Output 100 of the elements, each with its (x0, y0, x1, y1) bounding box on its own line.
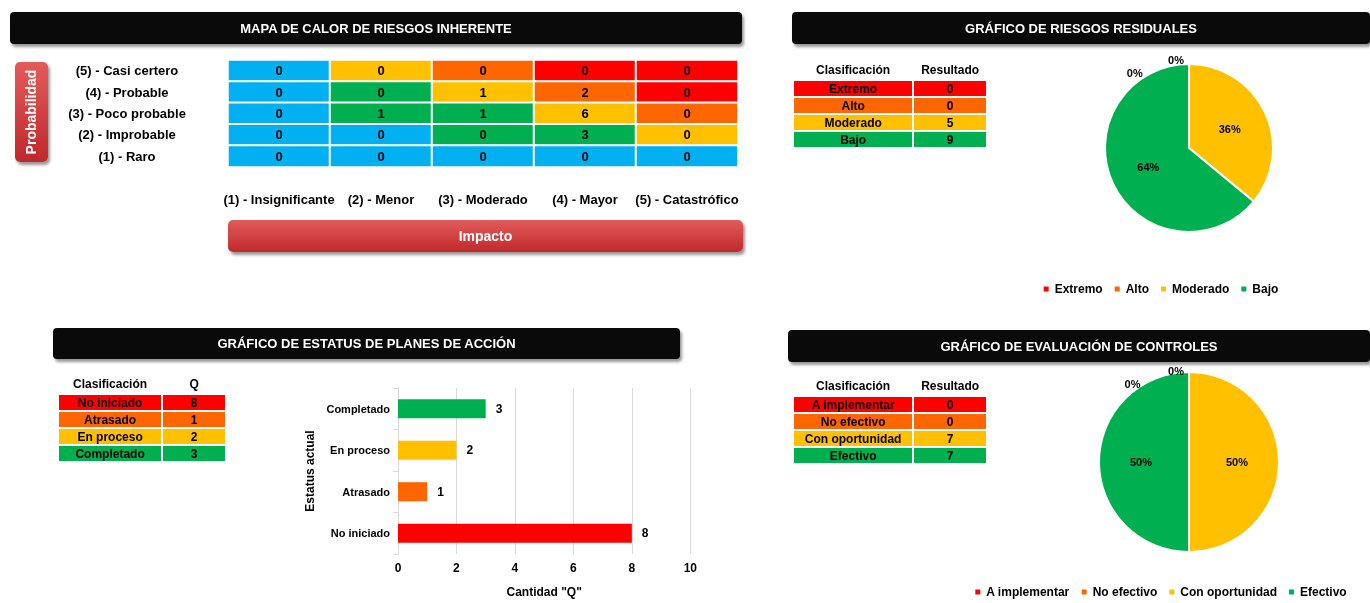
data-label: 8 (162, 394, 226, 411)
data-label: 0 (275, 148, 283, 164)
category-label: No efectivo (793, 413, 914, 430)
x-tick-label: (5) - Catastrófico (635, 192, 739, 207)
y-tick-label: En proceso (330, 444, 391, 457)
data-label: 0 (377, 148, 385, 164)
y-tick-label: (5) - Casi certero (75, 63, 179, 79)
data-label: 0 (479, 127, 487, 143)
data-label: 1 (437, 484, 445, 499)
chart-title: MAPA DE CALOR DE RIESGOS INHERENTE (10, 12, 742, 44)
data-label: 7 (913, 447, 987, 464)
data-label: 3 (581, 127, 589, 143)
data-label: 8 (641, 526, 649, 541)
data-label: 0 (479, 148, 487, 164)
text: 0% (1124, 377, 1141, 390)
data-label: 0 (377, 63, 385, 79)
data-label: 0 (377, 84, 385, 100)
data-label: 0 (683, 127, 691, 143)
data-label: 6 (581, 106, 589, 121)
x-tick-label: (3) - Moderado (438, 192, 528, 207)
category-label: Con oportunidad (793, 430, 914, 447)
bar (398, 440, 457, 460)
data-label: 50% (1225, 456, 1249, 468)
category-label: Efectivo (793, 447, 914, 464)
text: Clasificación (815, 377, 892, 395)
data-label: 36% (1218, 122, 1241, 135)
data-label: 0 (275, 84, 283, 100)
data-label: 0 (377, 127, 385, 143)
data-label: 0 (275, 63, 283, 79)
data-label: 0 (913, 80, 987, 97)
x-axis-title: Cantidad "Q" (506, 585, 582, 599)
legend-label: Con oportunidad (1180, 585, 1278, 599)
y-tick-label: Atrasado (342, 485, 391, 498)
category-label: A implementar (793, 396, 914, 413)
data-label: 2 (466, 443, 474, 458)
chart-title: GRÁFICO DE ESTATUS DE PLANES DE ACCIÓN (53, 328, 680, 359)
data-label: 0 (913, 413, 987, 430)
text: 0% (1126, 67, 1143, 79)
text: Resultado (920, 61, 981, 79)
category-label: Extremo (793, 80, 914, 97)
x-tick-label: 8 (628, 561, 636, 575)
text: 0% (1168, 54, 1184, 66)
text: Resultado (920, 377, 981, 395)
data-label: 0 (683, 84, 691, 100)
data-label: 0 (581, 63, 589, 79)
data-label: 0 (479, 63, 487, 79)
x-tick-label: 0 (394, 561, 402, 575)
text: Clasificación (815, 61, 892, 79)
category-label: Alto (793, 97, 914, 114)
text: 0% (1168, 364, 1184, 377)
y-tick-label: (2) - Improbable (78, 127, 176, 143)
data-label: 0 (275, 106, 283, 121)
legend-label: A implementar (986, 585, 1070, 599)
legend-label: Bajo (1252, 282, 1279, 296)
chart-title: GRÁFICO DE EVALUACIÓN DE CONTROLES (788, 330, 1370, 362)
data-label: 0 (581, 148, 589, 164)
category-label: Moderado (793, 114, 914, 131)
data-label: 0 (683, 148, 691, 164)
data-label: 2 (581, 84, 589, 100)
text: Clasificación (72, 375, 149, 393)
legend-label: Extremo (1054, 282, 1103, 296)
data-label: 2 (162, 428, 226, 445)
data-label: 3 (495, 401, 503, 416)
y-axis-title: Estatus actual (302, 430, 317, 512)
legend-label: Efectivo (1300, 585, 1347, 599)
x-tick-label: 10 (683, 561, 698, 575)
y-tick-label: Completado (326, 402, 391, 415)
x-tick-label: 2 (453, 561, 461, 575)
data-label: 5 (913, 114, 987, 131)
x-tick-label: (1) - Insignificante (223, 192, 335, 207)
data-label: 9 (913, 131, 987, 148)
x-tick-label: (2) - Menor (347, 192, 415, 207)
chart-title: GRÁFICO DE RIESGOS RESIDUALES (792, 12, 1370, 44)
y-tick-label: No iniciado (330, 527, 391, 540)
bar (398, 482, 428, 502)
y-tick-label: (3) - Poco probable (68, 106, 186, 121)
bar (398, 399, 486, 419)
data-label: 1 (479, 84, 487, 100)
data-label: 1 (162, 411, 226, 428)
x-axis-title: Impacto (228, 220, 743, 252)
data-label: 0 (683, 63, 691, 79)
legend-label: No efectivo (1092, 585, 1158, 599)
data-label: 3 (162, 445, 226, 462)
data-label: 1 (479, 106, 487, 121)
legend-label: Moderado (1172, 282, 1230, 296)
text: Q (188, 375, 200, 393)
data-label: 1 (377, 106, 385, 121)
bar (398, 523, 632, 543)
x-tick-label: 4 (511, 561, 519, 575)
x-tick-label: (4) - Mayor (552, 192, 618, 207)
data-label: 0 (913, 97, 987, 114)
x-tick-label: 6 (570, 561, 578, 575)
category-label: Bajo (793, 131, 914, 148)
y-axis-title: Probabilidad (23, 69, 40, 155)
y-tick-label: (4) - Probable (85, 84, 169, 100)
data-label: 50% (1129, 456, 1153, 468)
data-label: 0 (913, 396, 987, 413)
y-tick-label: (1) - Raro (98, 148, 156, 164)
data-label: 0 (275, 127, 283, 143)
legend-label: Alto (1125, 282, 1149, 296)
